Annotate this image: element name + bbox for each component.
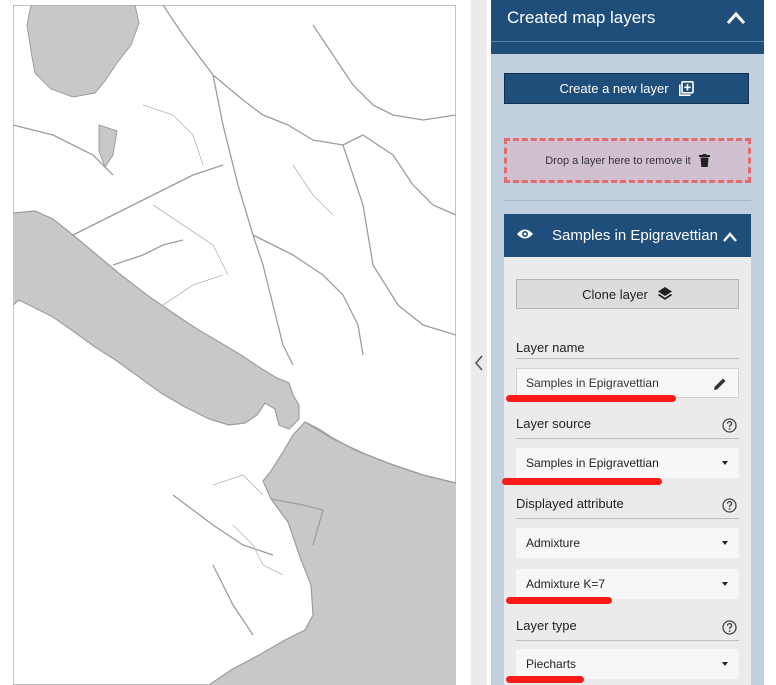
map-view[interactable] bbox=[13, 5, 456, 685]
gulf-of-oman-coast bbox=[304, 421, 456, 484]
caret-down-icon bbox=[722, 582, 728, 586]
field-divider bbox=[516, 438, 739, 439]
header-divider bbox=[491, 41, 764, 42]
caret-down-icon bbox=[722, 541, 728, 545]
sidebar-collapse-toggle[interactable] bbox=[471, 0, 487, 685]
layer-type-label: Layer type bbox=[516, 618, 577, 633]
add-layer-icon bbox=[678, 81, 694, 96]
country-borders bbox=[13, 5, 456, 636]
chevron-left-icon bbox=[474, 355, 483, 371]
pencil-icon[interactable] bbox=[713, 377, 727, 391]
layer-name-value: Samples in Epigravettian bbox=[526, 376, 659, 390]
land-area bbox=[13, 5, 456, 685]
annotation-underline bbox=[506, 395, 676, 402]
trash-icon bbox=[698, 154, 710, 167]
field-divider bbox=[516, 518, 739, 519]
help-circle-icon[interactable] bbox=[722, 418, 737, 433]
province-borders bbox=[142, 104, 334, 576]
clone-layer-label: Clone layer bbox=[582, 286, 648, 302]
layer-type-value: Piecharts bbox=[526, 657, 577, 671]
caret-down-icon bbox=[722, 461, 728, 465]
layer-source-select[interactable]: Samples in Epigravettian bbox=[516, 448, 739, 478]
drop-zone-label: Drop a layer here to remove it bbox=[545, 154, 691, 167]
layer-title: Samples in Epigravettian bbox=[552, 227, 718, 244]
displayed-attribute-label: Displayed attribute bbox=[516, 496, 624, 511]
remove-layer-drop-zone[interactable]: Drop a layer here to remove it bbox=[504, 138, 751, 183]
layer-name-label: Layer name bbox=[516, 340, 585, 355]
create-layer-button[interactable]: Create a new layer bbox=[504, 73, 749, 104]
caspian-sea-south bbox=[98, 124, 118, 169]
attribute-variant-value: Admixture K=7 bbox=[526, 577, 606, 591]
layer-card-header[interactable]: Samples in Epigravettian bbox=[504, 214, 751, 257]
annotation-underline bbox=[506, 597, 612, 604]
field-divider bbox=[516, 640, 739, 641]
displayed-attribute-select[interactable]: Admixture bbox=[516, 528, 739, 558]
displayed-attribute-value: Admixture bbox=[526, 536, 581, 550]
help-circle-icon[interactable] bbox=[722, 620, 737, 635]
chevron-up-icon[interactable] bbox=[726, 11, 746, 25]
layer-source-value: Samples in Epigravettian bbox=[526, 456, 659, 470]
clone-layer-button[interactable]: Clone layer bbox=[516, 279, 739, 309]
field-divider bbox=[516, 358, 739, 359]
map-canvas[interactable] bbox=[13, 5, 456, 685]
panel-header: Created map layers bbox=[491, 0, 764, 54]
chevron-up-icon[interactable] bbox=[722, 231, 738, 243]
help-circle-icon[interactable] bbox=[722, 498, 737, 513]
layers-panel: Created map layers Create a new layer Dr… bbox=[491, 0, 764, 685]
layer-card-body: Clone layer Layer name Samples in Epigra… bbox=[502, 257, 751, 685]
annotation-underline bbox=[502, 478, 662, 485]
eye-icon[interactable] bbox=[516, 228, 534, 240]
section-divider bbox=[504, 200, 751, 201]
layer-source-label: Layer source bbox=[516, 416, 592, 431]
panel-title: Created map layers bbox=[507, 8, 656, 27]
annotation-underline bbox=[506, 676, 584, 683]
layer-name-input[interactable]: Samples in Epigravettian bbox=[516, 368, 739, 398]
create-layer-label: Create a new layer bbox=[559, 81, 669, 96]
attribute-variant-select[interactable]: Admixture K=7 bbox=[516, 569, 739, 599]
caret-down-icon bbox=[722, 662, 728, 666]
caspian-sea bbox=[26, 5, 140, 98]
layer-type-select[interactable]: Piecharts bbox=[516, 649, 739, 679]
layers-icon bbox=[657, 287, 672, 300]
